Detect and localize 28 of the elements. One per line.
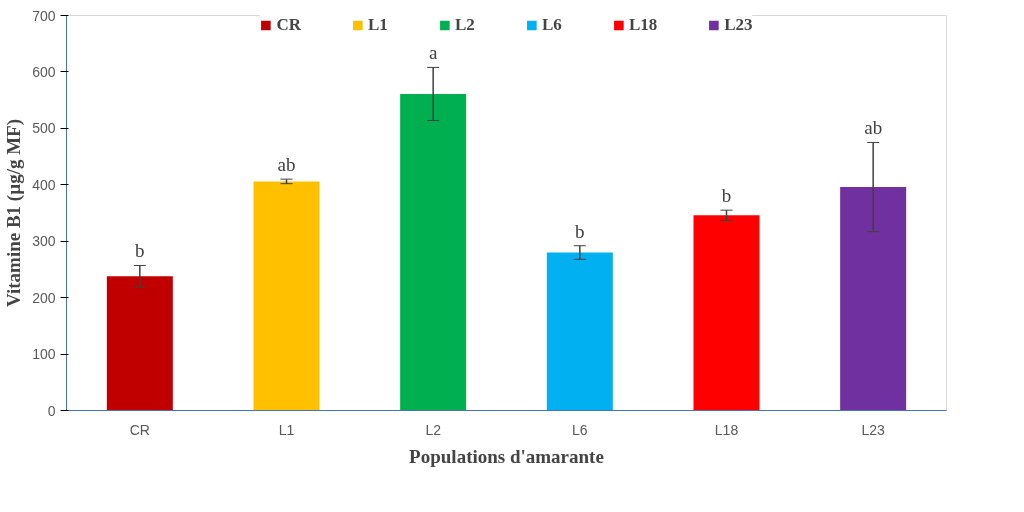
legend-label: L6	[541, 15, 562, 35]
x-tick-label: CR	[129, 421, 150, 438]
y-axis-title: Vitamine B1 (µg/g MF)	[3, 118, 26, 308]
y-tick-label: 100	[32, 346, 56, 363]
annotation: b	[135, 240, 145, 262]
y-tick-label: 300	[32, 233, 56, 250]
legend-label: L18	[628, 15, 658, 35]
y-tick-label: 500	[32, 120, 56, 137]
y-tick-label: 700	[32, 7, 56, 24]
y-tick-label: 400	[32, 176, 56, 193]
annotation: a	[428, 42, 438, 64]
legend-label: CR	[276, 15, 301, 35]
x-tick-label: L6	[572, 421, 588, 438]
y-tick-label: 0	[47, 402, 56, 419]
legend-label: L2	[454, 15, 475, 35]
y-tick-label: 600	[32, 63, 56, 80]
x-tick-label: L1	[278, 421, 295, 438]
y-tick-label: 200	[32, 289, 56, 306]
legend-label: L23	[724, 15, 753, 35]
annotation: b	[575, 220, 585, 242]
x-tick-label: L18	[714, 421, 739, 438]
legend-label: L1	[367, 15, 388, 35]
x-axis-title: Populations d'amarante	[409, 445, 604, 467]
annotation: ab	[864, 117, 883, 139]
annotation: b	[721, 185, 732, 207]
x-tick-label: L23	[861, 421, 886, 438]
x-tick-label: L2	[425, 421, 442, 438]
annotation: ab	[277, 154, 296, 176]
